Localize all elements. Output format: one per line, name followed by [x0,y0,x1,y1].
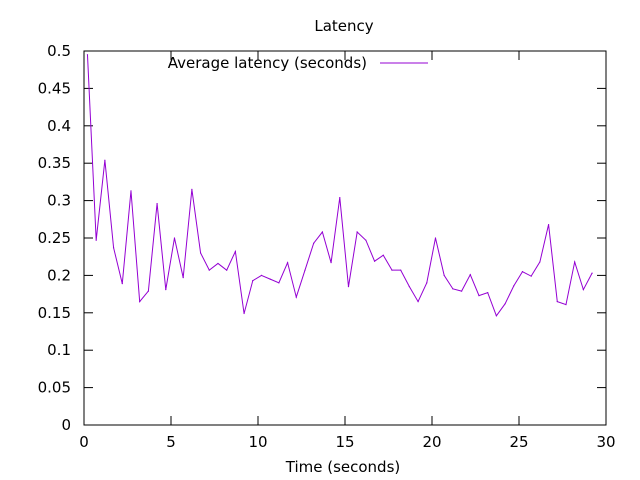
data-point [321,231,323,233]
data-point [199,252,202,254]
data-point [356,231,358,233]
y-axis: 0 0.05 0.1 0.15 0.2 0.25 0.3 0.35 0.4 0.45 0.5 [38,42,606,434]
plot-frame [83,50,607,426]
data-point [504,303,506,305]
data-point [547,223,550,226]
data-point [182,277,184,279]
data-point [147,290,149,292]
data-point [443,274,445,276]
y-tick-label: 0.25 [38,229,71,247]
data-point [295,296,297,298]
data-point [495,315,497,317]
data-point [313,242,315,244]
data-point [130,190,132,192]
data-point [478,295,480,297]
data-point [556,300,558,303]
data-point [173,237,176,239]
data-point [382,254,384,256]
data-point [426,282,428,284]
data-point [365,239,367,241]
x-tick-label: 0 [79,433,89,451]
data-point [582,289,584,291]
data-point [95,239,97,241]
chart-title: Latency [314,17,373,35]
data-point [260,274,263,276]
legend-label: Average latency (seconds) [168,54,367,72]
x-axis: 0 5 10 15 20 25 30 [79,51,616,451]
y-tick-label: 0 [61,416,71,434]
y-tick-label: 0.15 [38,304,71,322]
data-point [521,271,524,273]
data-point [86,54,89,56]
x-tick-label: 5 [166,433,176,451]
series-line-average-latency [86,54,593,317]
data-point [217,262,219,265]
data-point [530,275,532,277]
data-point [191,188,193,190]
data-point [574,261,576,263]
data-point [391,269,393,271]
x-tick-label: 10 [248,433,267,451]
data-point [487,292,489,294]
data-point [408,286,410,288]
data-point [460,290,463,292]
x-tick-label: 25 [509,433,528,451]
data-point [304,269,306,271]
data-point [591,272,593,274]
data-point [121,283,123,285]
data-point [286,262,289,264]
data-point [278,282,280,284]
data-point [373,260,376,262]
data-point [139,300,141,303]
y-tick-label: 0.35 [38,154,71,172]
y-tick-label: 0.05 [38,379,71,397]
data-point [234,250,236,253]
data-point [339,197,341,199]
data-point [156,202,158,205]
data-point [347,286,350,288]
y-tick-label: 0.3 [47,192,71,210]
y-tick-label: 0.5 [47,42,71,60]
data-point [400,269,402,271]
data-point [226,269,228,271]
data-point [112,247,115,249]
series-points [86,54,593,317]
data-point [330,262,332,264]
legend: Average latency (seconds) [168,54,428,72]
data-point [208,269,210,271]
data-point [434,237,437,239]
x-tick-label: 30 [596,433,615,451]
data-point [452,288,454,290]
data-point [165,289,167,291]
x-axis-title: Time (seconds) [285,458,401,476]
data-point [539,261,541,263]
data-point [565,303,567,306]
data-point [243,312,245,315]
data-point [513,285,515,287]
data-point [469,274,471,276]
x-tick-label: 15 [335,433,354,451]
x-tick-label: 20 [422,433,441,451]
y-tick-label: 0.45 [38,79,71,97]
data-point [269,278,271,280]
data-point [104,159,106,161]
y-tick-label: 0.1 [47,341,71,359]
y-tick-label: 0.4 [47,117,71,135]
y-tick-label: 0.2 [47,266,71,284]
data-point [252,280,254,282]
data-point [417,300,419,303]
